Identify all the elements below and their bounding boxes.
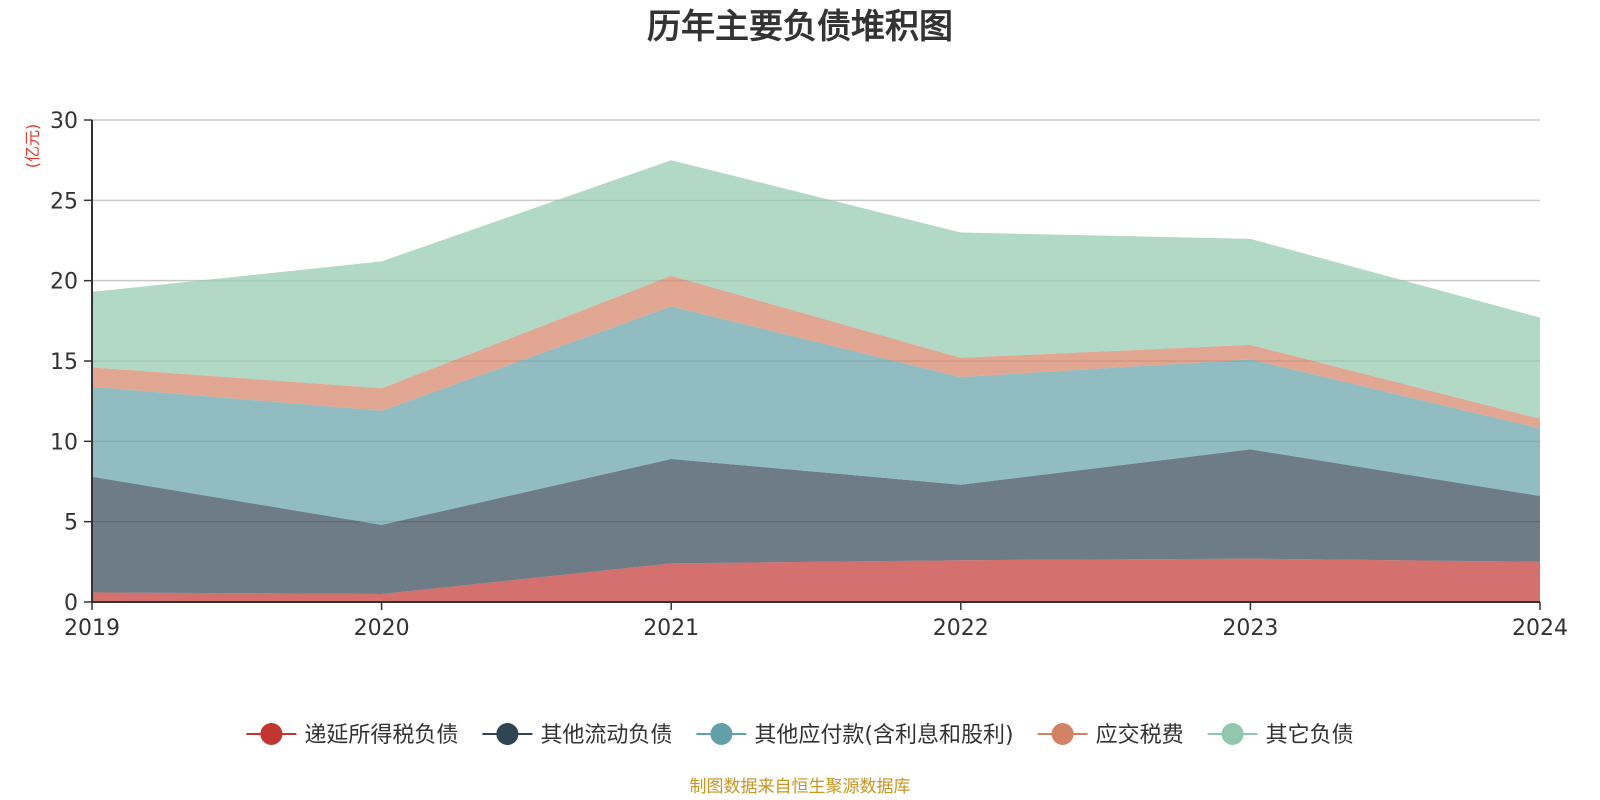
area-series-3 <box>92 275 1540 429</box>
legend-item-3[interactable]: 应交税费 <box>1037 723 1184 748</box>
legend-circle-icon <box>496 723 519 745</box>
y-tick-label: 15 <box>50 350 78 375</box>
y-tick-label: 30 <box>50 109 78 134</box>
y-tick-label: 0 <box>64 591 78 616</box>
legend-label: 其它负债 <box>1266 723 1354 748</box>
y-tick-label: 5 <box>64 511 78 536</box>
legend-label: 其他流动负债 <box>540 723 672 748</box>
legend-label: 其他应付款(含利息和股利) <box>754 723 1013 748</box>
legend-label: 递延所得税负债 <box>304 723 458 748</box>
x-tick-label: 2023 <box>1222 616 1278 641</box>
legend-label: 应交税费 <box>1096 723 1184 748</box>
y-tick-label: 10 <box>50 430 78 455</box>
x-tick-label: 2022 <box>933 616 989 641</box>
legend-item-2[interactable]: 其他应付款(含利息和股利) <box>696 723 1014 748</box>
area-series-0 <box>92 558 1540 602</box>
area-series-4 <box>92 160 1540 419</box>
chart-title: 历年主要负债堆积图 <box>647 7 953 47</box>
y-tick-label: 20 <box>50 270 78 295</box>
legend-item-4[interactable]: 其它负债 <box>1207 723 1354 748</box>
area-series-2 <box>92 306 1540 525</box>
legend-circle-icon <box>1221 723 1244 745</box>
stacked-areas <box>92 160 1540 602</box>
legend-item-1[interactable]: 其他流动负债 <box>482 723 672 748</box>
axes: 0 5 10 15 20 25 30 2019 2020 2021 2022 2023 2024 <box>50 109 1568 641</box>
x-tick-label: 2024 <box>1512 616 1568 641</box>
legend: 递延所得税负债 其他流动负债 其他应付款(含利息和股利) 应交税费 其它负债 <box>246 723 1354 748</box>
area-series-1 <box>92 449 1540 594</box>
source-note: 制图数据来自恒生聚源数据库 <box>690 777 911 797</box>
x-tick-label: 2020 <box>354 616 410 641</box>
x-tick-label: 2021 <box>643 616 699 641</box>
legend-item-0[interactable]: 递延所得税负债 <box>246 723 458 748</box>
legend-circle-icon <box>1051 723 1074 745</box>
x-tick-label: 2019 <box>64 616 120 641</box>
legend-circle-icon <box>710 723 733 745</box>
legend-circle-icon <box>260 723 283 745</box>
y-axis-unit-label: (亿元) <box>23 124 42 169</box>
y-tick-label: 25 <box>50 189 78 214</box>
